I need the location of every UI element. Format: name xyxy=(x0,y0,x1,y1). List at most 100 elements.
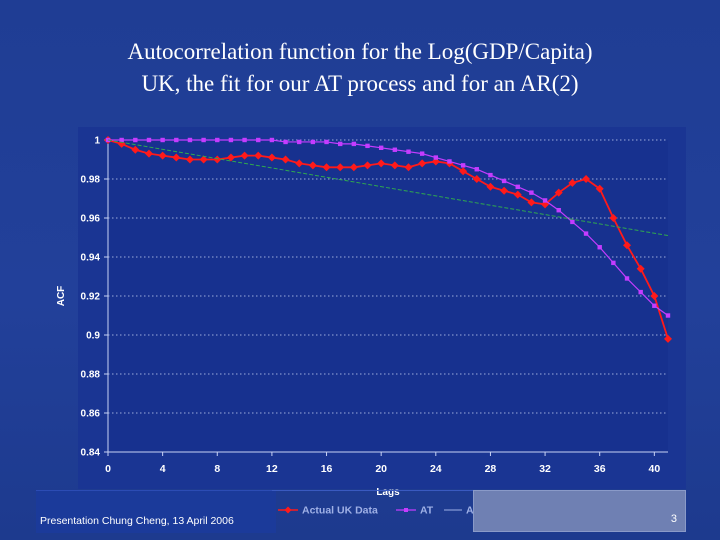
at-data-point xyxy=(665,313,671,318)
actual-data-point xyxy=(404,163,413,172)
slide-title: Autocorrelation function for the Log(GDP… xyxy=(0,36,720,100)
x-tick-label: 16 xyxy=(321,463,333,475)
series-line-at xyxy=(108,139,669,316)
at-data-point xyxy=(570,219,575,225)
at-data-point xyxy=(638,289,643,295)
actual-data-point xyxy=(527,198,536,207)
y-tick-label: 0.96 xyxy=(81,214,101,225)
actual-data-point xyxy=(213,155,222,164)
actual-data-point xyxy=(144,149,153,158)
actual-data-point xyxy=(609,214,618,222)
actual-data-point xyxy=(199,155,208,164)
x-tick-label: 28 xyxy=(485,463,497,475)
at-data-point xyxy=(488,172,493,178)
at-data-point xyxy=(201,137,206,143)
actual-data-point xyxy=(377,159,386,168)
actual-data-point xyxy=(486,182,495,191)
y-tick-label: 0.9 xyxy=(86,331,100,342)
at-data-point xyxy=(624,276,630,281)
at-data-point xyxy=(174,137,179,143)
legend-at-label: AT xyxy=(420,505,434,517)
slide-title-line-1: Autocorrelation function for the Log(GDP… xyxy=(127,39,593,64)
y-tick-label: 0.98 xyxy=(81,175,101,186)
y-tick-label: 0.92 xyxy=(81,292,101,303)
x-tick-label: 24 xyxy=(430,463,442,475)
x-tick-label: 0 xyxy=(105,463,111,475)
at-data-point xyxy=(529,190,534,195)
at-data-point xyxy=(337,141,343,147)
at-data-point xyxy=(228,137,234,143)
y-tick-label: 1 xyxy=(94,136,100,147)
footer-presentation-text: Presentation Chung Cheng, 13 April 2006 xyxy=(40,515,234,527)
at-data-point xyxy=(433,155,439,160)
x-tick-label: 4 xyxy=(160,463,166,475)
at-data-point xyxy=(652,303,657,308)
actual-data-point xyxy=(513,190,522,199)
legend-at-marker xyxy=(404,508,408,512)
actual-data-point xyxy=(322,163,331,172)
actual-data-point xyxy=(636,264,645,273)
legend-actual-label: Actual UK Data xyxy=(302,505,378,517)
actual-data-point xyxy=(336,163,345,172)
at-data-point xyxy=(378,145,384,150)
at-data-point xyxy=(611,260,616,266)
series-line-ar-2- xyxy=(107,139,669,237)
x-tick-label: 12 xyxy=(266,463,278,475)
at-data-point xyxy=(283,139,288,145)
at-data-point xyxy=(515,184,520,189)
actual-data-point xyxy=(349,163,358,172)
slide-title-line-2: UK, the fit for our AT process and for a… xyxy=(141,71,579,96)
actual-data-point xyxy=(308,161,317,170)
at-data-point xyxy=(256,137,261,143)
actual-data-point xyxy=(267,153,276,162)
at-data-point xyxy=(310,139,316,145)
at-data-point xyxy=(119,137,124,143)
at-data-point xyxy=(406,149,411,154)
actual-data-point xyxy=(240,151,249,160)
at-data-point xyxy=(447,159,452,164)
y-tick-label: 0.88 xyxy=(81,370,101,381)
actual-data-point xyxy=(158,151,167,160)
actual-data-point xyxy=(664,334,672,343)
actual-data-point xyxy=(595,184,604,193)
actual-data-point xyxy=(185,155,194,164)
at-data-point xyxy=(324,139,329,145)
at-data-point xyxy=(133,137,138,143)
actual-data-point xyxy=(172,153,181,162)
at-data-point xyxy=(215,137,220,143)
actual-data-point xyxy=(623,241,632,250)
at-data-point xyxy=(242,137,247,143)
legend-actual-marker xyxy=(284,506,292,514)
actual-data-point xyxy=(131,145,140,154)
x-axis-label: Lags xyxy=(376,487,400,498)
actual-data-point xyxy=(650,292,659,300)
at-data-point xyxy=(269,137,275,143)
actual-data-point xyxy=(472,175,481,183)
at-data-point xyxy=(542,198,548,203)
y-axis-label: ACF xyxy=(56,286,67,307)
actual-data-point xyxy=(568,178,577,187)
actual-data-point xyxy=(295,159,304,168)
actual-data-point xyxy=(582,175,591,183)
x-tick-label: 20 xyxy=(375,463,387,475)
actual-data-point xyxy=(281,155,290,164)
at-data-point xyxy=(556,208,561,213)
at-data-point xyxy=(583,231,589,236)
at-data-point xyxy=(297,139,302,145)
x-tick-label: 36 xyxy=(594,463,606,475)
footer-right-panel: 3 xyxy=(473,490,686,532)
y-tick-label: 0.94 xyxy=(81,253,101,264)
y-tick-label: 0.86 xyxy=(81,409,101,420)
at-data-point xyxy=(365,143,370,149)
actual-data-point xyxy=(418,159,427,168)
at-data-point xyxy=(460,163,466,168)
at-data-point xyxy=(146,137,152,143)
at-data-point xyxy=(392,147,398,152)
actual-data-point xyxy=(254,151,263,160)
legend-ar2-label: A xyxy=(466,505,474,517)
footer-left-panel: Presentation Chung Cheng, 13 April 2006 xyxy=(36,490,276,533)
actual-data-point xyxy=(363,161,372,170)
legend: Actual UK Data AT A xyxy=(278,505,474,517)
at-data-point xyxy=(597,245,602,250)
